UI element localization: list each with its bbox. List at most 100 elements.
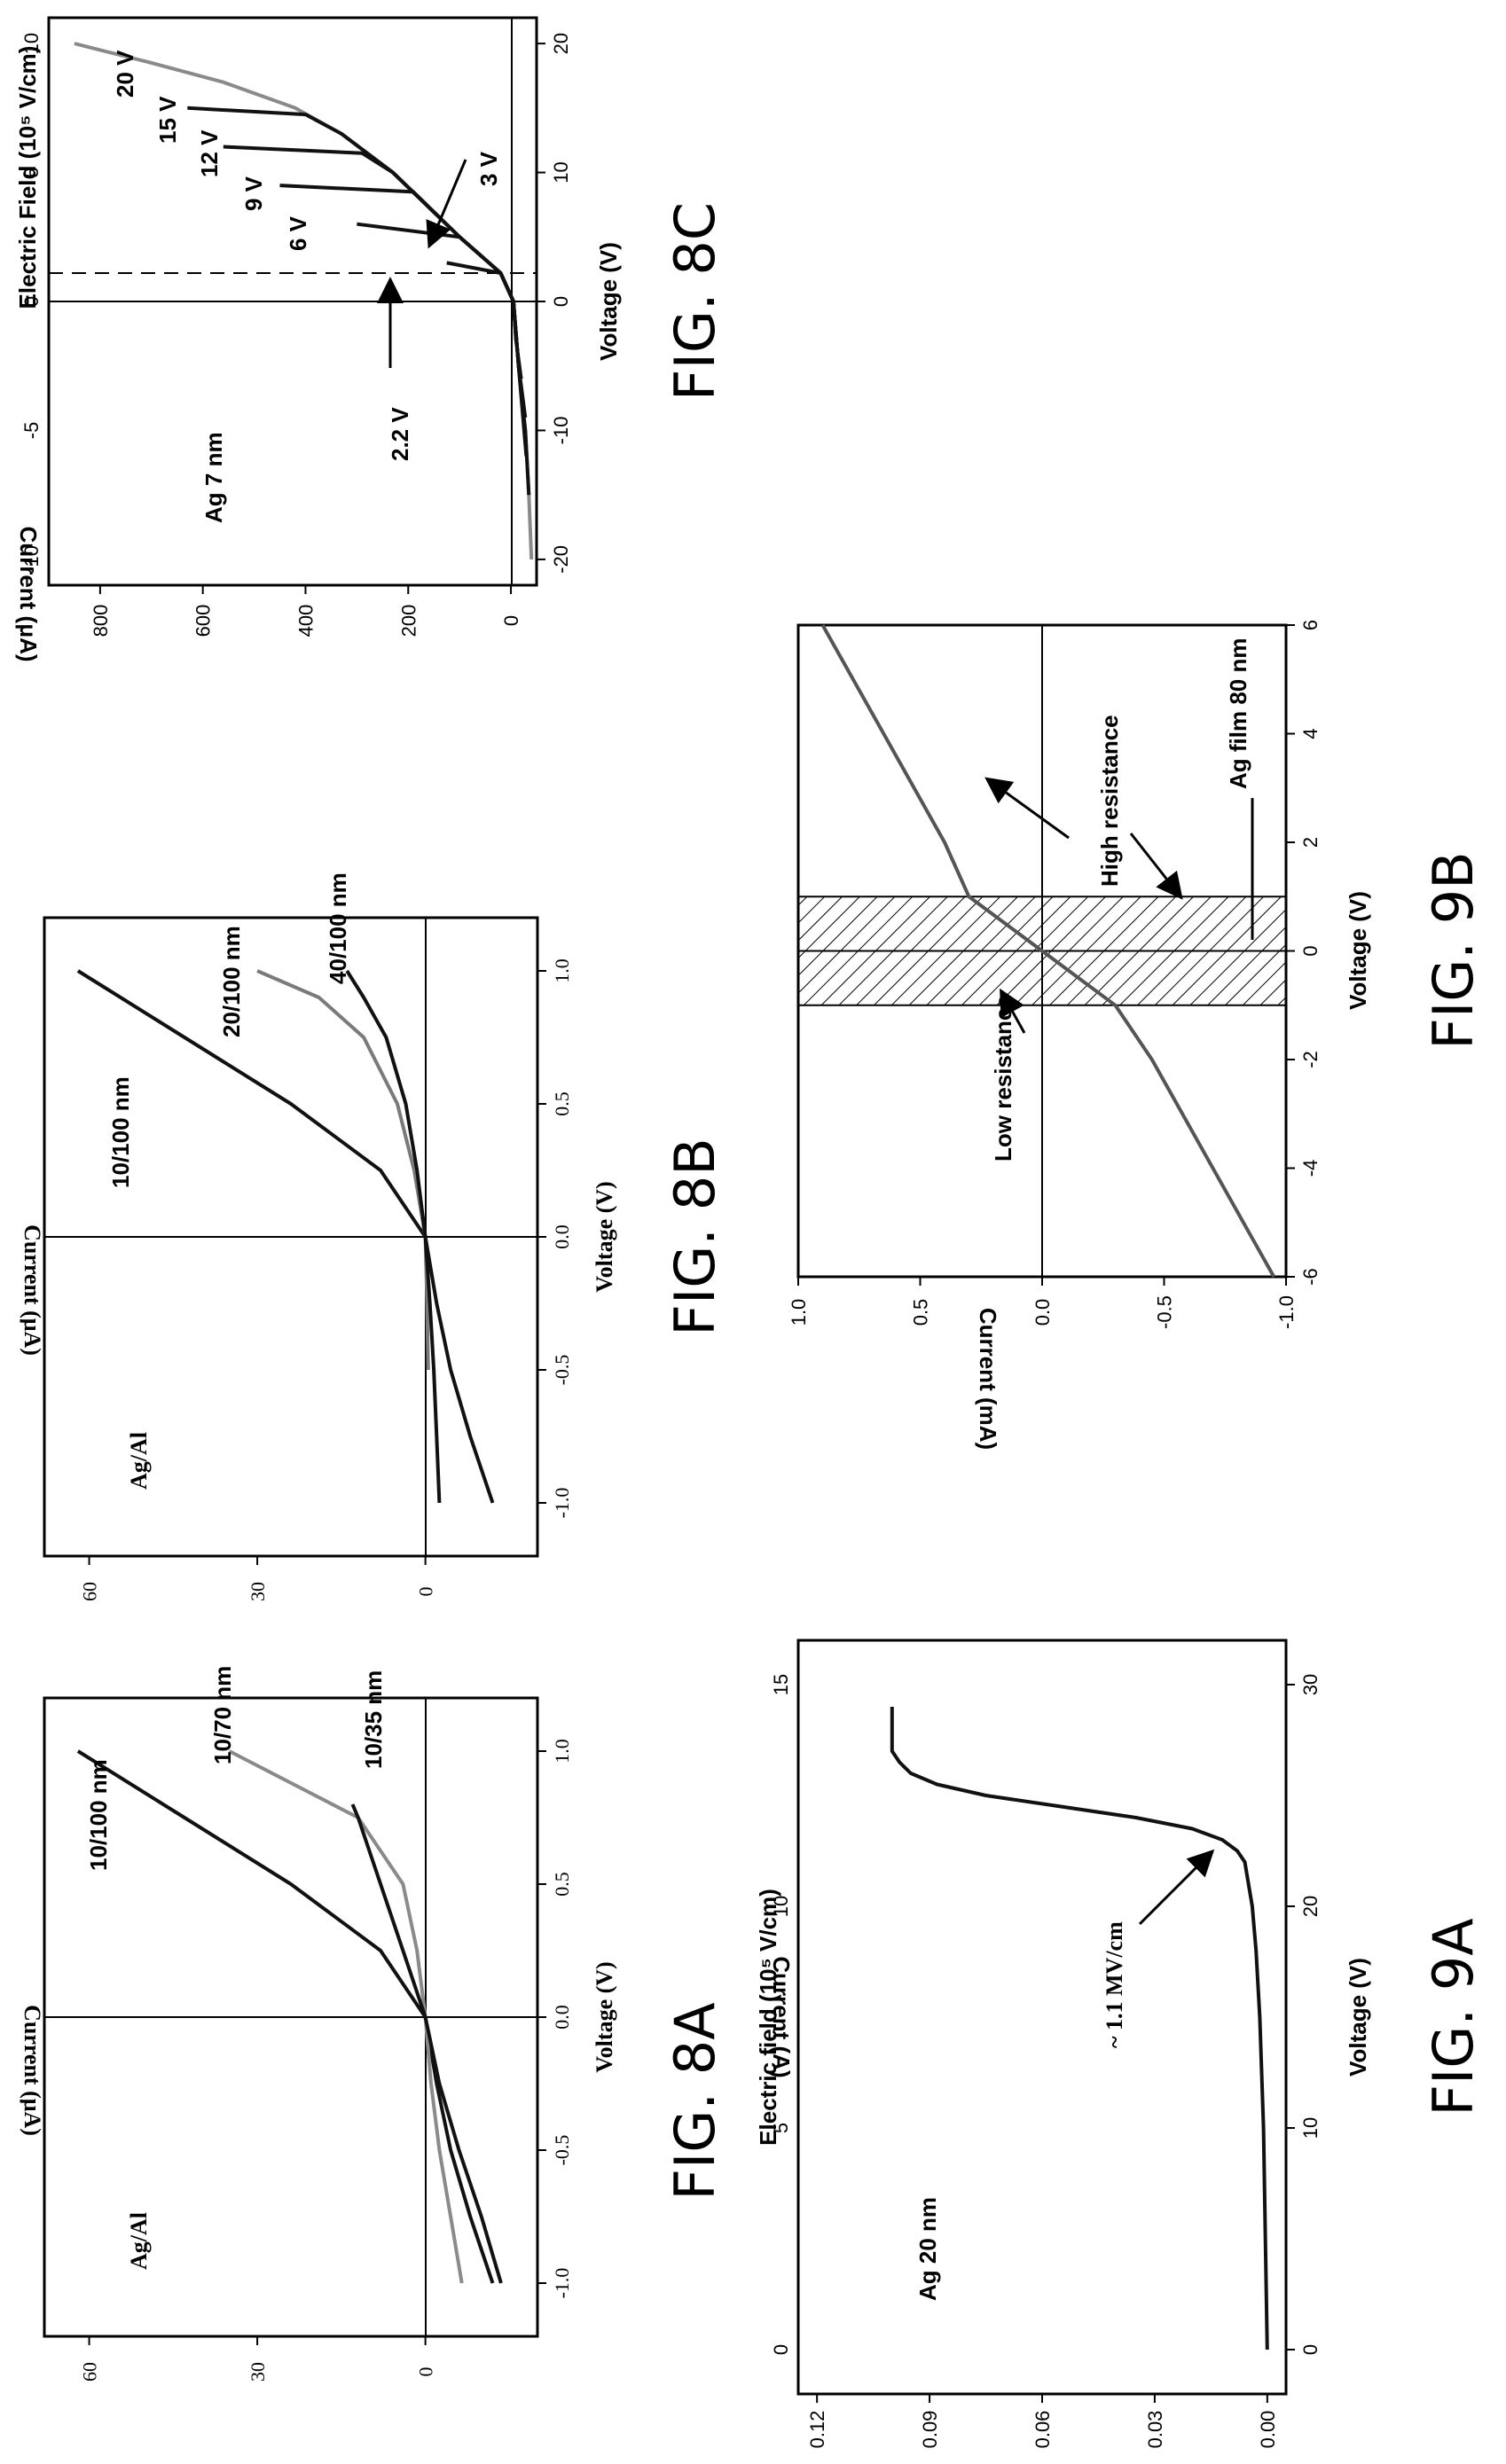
fig8a-annotation-agal: Ag/Al: [126, 2212, 152, 2270]
fig8b-ylabel: Current (μA): [20, 1224, 45, 1356]
fig9b-xtick-label-5: 4: [1299, 728, 1322, 739]
fig8b-ytick-label-1: 30: [247, 1582, 269, 1601]
fig8c-annotation-2-2v: 2.2 V: [387, 407, 413, 461]
fig8c-label-6v: 6 V: [285, 215, 311, 251]
fig8a-ylabel: Current (μA): [20, 2005, 45, 2136]
fig9a-xtick-label-0: 0: [1299, 2344, 1322, 2355]
fig8c-ytick-label-3: 600: [192, 605, 215, 638]
chart-fig8b: -1.0 -0.5 0.0 0.5 1.0 0 30 60 Voltage (V) Curre…: [20, 872, 727, 1601]
fig9a-caption: FIG. 9A: [1421, 1918, 1486, 2116]
fig8b-series-label-10-100: 10/100 nm: [107, 1076, 134, 1188]
fig8a-xlabel: Voltage (V): [592, 1961, 617, 2072]
fig8c-x2tick-label-3: 5: [20, 167, 43, 177]
fig9b-annotation-high-resistance: High resistance: [1096, 715, 1123, 887]
fig9b-xtick-label-0: -6: [1299, 1268, 1322, 1286]
fig9b-caption: FIG. 9B: [1421, 851, 1486, 1049]
fig8c-ytick-label-0: 0: [500, 615, 522, 626]
fig9b-ytick-label-3: 0.5: [910, 1299, 932, 1326]
fig8b-xtick-label-3: 0.5: [551, 1091, 573, 1116]
fig9a-ticks: 0 10 20 30 0.00 0.03 0.06 0.09 0.12 0 5 10 15: [770, 1674, 1322, 2449]
fig8c-xtick-label-0: -20: [550, 545, 572, 574]
chart-fig9a: 0 10 20 30 0.00 0.03 0.06 0.09 0.12 0 5 10 15 Voltag…: [755, 1639, 1486, 2449]
fig9b-series-line-0: [820, 624, 1276, 1278]
fig9b-curves: [820, 624, 1276, 1278]
fig8a-series-label-10-100: 10/100 nm: [85, 1759, 112, 1871]
fig9b-annotation-ag-film: Ag film 80 nm: [1225, 638, 1251, 789]
fig8b-curves: [76, 969, 495, 1504]
fig8a-ytick-label-2: 60: [79, 2362, 101, 2382]
fig8b-series-line-1: [256, 969, 430, 1371]
fig9b-arrow-high-1: [984, 777, 1070, 840]
fig8c-label-15v: 15 V: [154, 96, 181, 144]
fig8b-ticks: -1.0 -0.5 0.0 0.5 1.0 0 30 60: [79, 958, 573, 1601]
fig9b-xtick-label-4: 2: [1299, 837, 1322, 848]
fig9b-arrow-low: [1000, 988, 1026, 1034]
fig9b-ylabel: Current (mA): [975, 1308, 1001, 1450]
fig9a-ytick-label-4: 0.12: [806, 2411, 828, 2449]
fig8c-caption: FIG. 8C: [663, 202, 727, 401]
fig8a-xtick-label-4: 1.0: [551, 1739, 573, 1764]
fig8c-xtick-label-1: -10: [550, 417, 572, 445]
fig8c-xlabel: Voltage (V): [595, 242, 622, 361]
fig8a-xtick-label-0: -1.0: [551, 2268, 573, 2299]
fig9b-annotation-low-resistance: Low resistance: [990, 995, 1016, 1162]
fig8a-xtick-label-2: 0.0: [551, 2005, 573, 2030]
fig8c-ytick-label-1: 200: [397, 605, 420, 638]
fig9b-ytick-label-4: 1.0: [788, 1299, 810, 1326]
fig9b-ytick-label-0: -1.0: [1275, 1295, 1298, 1329]
fig8b-series-label-40-100: 40/100 nm: [325, 872, 351, 984]
fig9a-arrow: [1138, 1849, 1215, 1926]
fig8b-xlabel: Voltage (V): [592, 1181, 617, 1292]
fig8c-x2tick-label-0: -10: [20, 545, 43, 574]
fig9a-xtick-label-2: 20: [1299, 1896, 1322, 1917]
fig9a-ytick-label-3: 0.09: [919, 2411, 941, 2449]
fig8c-xtick-label-4: 20: [550, 33, 572, 54]
fig8c-x2tick-label-1: -5: [20, 422, 43, 440]
fig9a-x2label: Electric field (10⁵ V/cm): [755, 1889, 781, 2146]
fig8a-curves: [76, 1749, 503, 2284]
fig8c-label-9v: 9 V: [240, 176, 267, 211]
fig8a-series-label-10-70: 10/70 nm: [209, 1666, 236, 1764]
fig8b-caption: FIG. 8B: [663, 1138, 727, 1335]
fig8a-ticks: -1.0 -0.5 0.0 0.5 1.0 0 30 60: [79, 1739, 573, 2382]
fig8b-xtick-label-4: 1.0: [551, 958, 573, 983]
fig9a-ytick-label-2: 0.06: [1031, 2411, 1054, 2449]
fig8b-xtick-label-0: -1.0: [551, 1488, 573, 1519]
fig9b-arrow-high-2: [1129, 833, 1183, 900]
fig8a-ytick-label-0: 0: [415, 2367, 437, 2377]
fig9b-xtick-label-1: -4: [1299, 1160, 1322, 1177]
fig9a-annotation-ag20nm: Ag 20 nm: [914, 2197, 941, 2301]
fig8a-xtick-label-1: -0.5: [551, 2135, 573, 2166]
fig8b-series-label-20-100: 20/100 nm: [218, 926, 245, 1037]
fig9a-ytick-label-0: 0.00: [1257, 2411, 1279, 2449]
fig9a-series-line-0: [890, 1707, 1269, 2351]
fig8a-xtick-label-3: 0.5: [551, 1872, 573, 1897]
fig9a-x2tick-label-1: 5: [770, 2123, 792, 2133]
fig9a-x2tick-label-3: 15: [770, 1674, 792, 1695]
chart-fig8a: -1.0 -0.5 0.0 0.5 1.0 0 30 60 Voltage (V) Curre…: [20, 1666, 727, 2382]
fig9a-xtick-label-1: 10: [1299, 2117, 1322, 2139]
fig8c-ytick-label-4: 800: [90, 605, 112, 638]
fig9a-annotation-field: ~ 1.1 MV/cm: [1102, 1921, 1127, 2048]
fig8c-label-12v: 12 V: [196, 129, 223, 177]
fig9b-ticks: -6 -4 -2 0 2 4 6 -1.0 -0.5 0.0 0.5 1.0: [788, 620, 1322, 1329]
fig8a-series-line-2: [350, 1803, 503, 2284]
fig8c-label-20v: 20 V: [112, 50, 138, 98]
fig8c-y2label: Electric Field (10⁵ V/cm): [14, 46, 41, 309]
fig8b-annotation-agal: Ag/Al: [126, 1432, 152, 1490]
fig9b-ytick-label-1: -0.5: [1154, 1295, 1176, 1329]
fig8c-ytick-label-2: 400: [294, 605, 317, 638]
fig9b-xtick-label-6: 6: [1299, 620, 1322, 630]
fig9b-xtick-label-2: -2: [1299, 1051, 1322, 1068]
fig8b-xtick-label-2: 0.0: [551, 1224, 573, 1249]
fig9a-x2tick-label-0: 0: [770, 2344, 792, 2355]
fig9a-ylabel: Current (A): [768, 1956, 795, 2077]
fig8a-series-label-10-35: 10/35 nm: [360, 1670, 387, 1769]
fig8c-series-line-5: [446, 261, 518, 340]
fig8b-ytick-label-0: 0: [415, 1587, 437, 1597]
fig9a-xlabel: Voltage (V): [1345, 1958, 1371, 2077]
fig8c-arrow-3v: [426, 159, 467, 249]
